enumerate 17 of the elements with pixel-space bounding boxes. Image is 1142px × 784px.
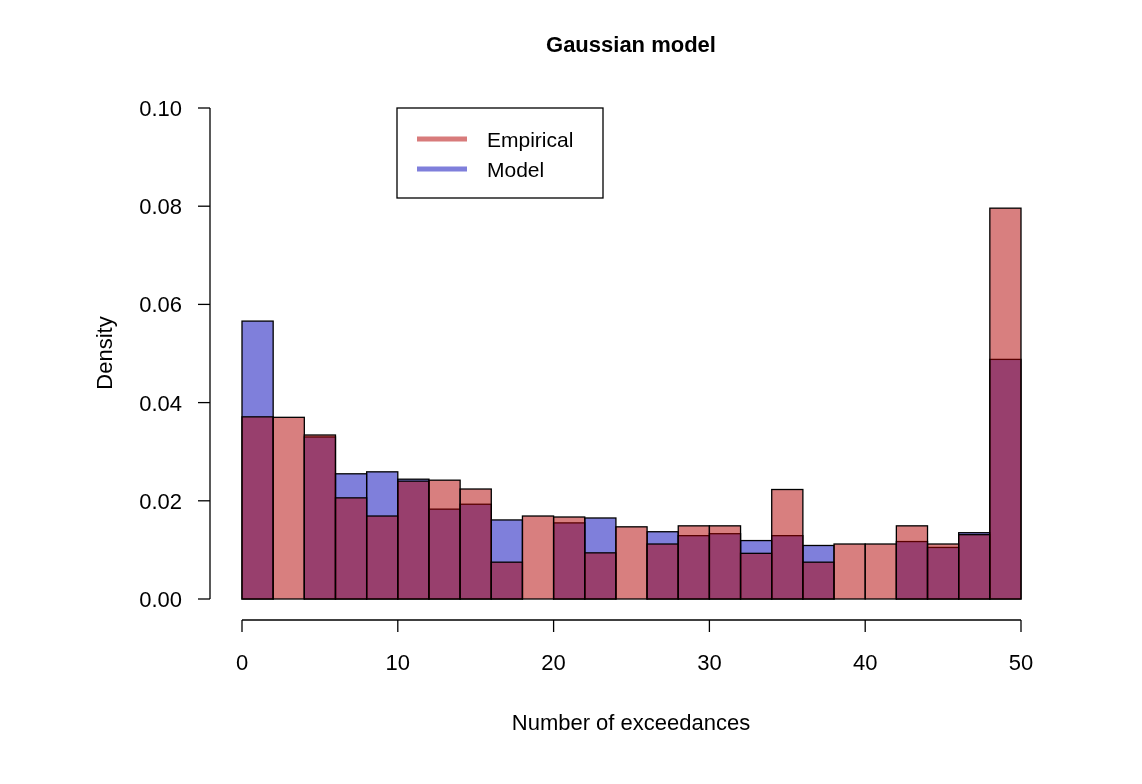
x-tick-label: 40: [852, 650, 878, 675]
chart-title: Gaussian model: [546, 32, 716, 57]
legend-label: Model: [487, 158, 545, 181]
y-tick-label: 0.00: [139, 587, 182, 612]
y-tick-label: 0.02: [139, 488, 182, 514]
legend-label: Empirical: [487, 128, 574, 151]
x-tick-label: 50: [1008, 650, 1034, 675]
y-tick-label: 0.06: [139, 292, 182, 318]
y-tick-label: 0.04: [139, 390, 182, 416]
x-tick-label: 10: [385, 650, 411, 675]
x-tick-label: 0: [235, 650, 249, 675]
x-axis-title: Number of exceedances: [511, 710, 751, 735]
x-tick-label: 20: [541, 650, 566, 675]
y-tick-label: 0.10: [139, 96, 182, 121]
y-tick-label: 0.08: [139, 194, 182, 220]
x-tick-label: 30: [697, 650, 722, 675]
y-axis-title: Density: [92, 316, 117, 390]
